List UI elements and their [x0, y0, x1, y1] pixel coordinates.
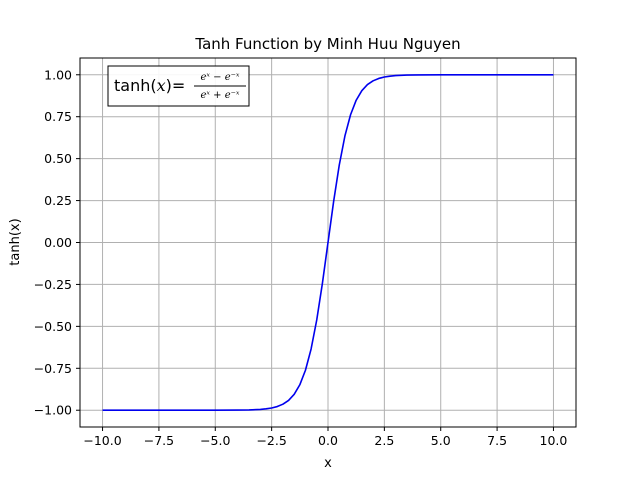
tanh-series-line	[102, 73, 554, 412]
x-tick-label: 2.5	[374, 433, 394, 448]
formula-denominator: eˣ + e⁻ˣ	[201, 90, 240, 101]
y-tick-label: −0.75	[34, 361, 72, 376]
x-tick-label: 5.0	[431, 433, 451, 448]
y-tick-label: −0.25	[34, 277, 72, 292]
y-tick-label: 0.25	[44, 193, 72, 208]
x-tick-label: −10.0	[83, 433, 121, 448]
formula-equals: =	[172, 76, 185, 95]
series-layer	[102, 73, 554, 412]
x-tick-label: −5.0	[200, 433, 230, 448]
y-tick-label: −0.50	[34, 319, 72, 334]
x-axis-label: x	[324, 456, 332, 471]
formula-numerator: eˣ − e⁻ˣ	[201, 72, 240, 83]
x-tick-label: 7.5	[487, 433, 507, 448]
formula-var: x	[157, 76, 166, 95]
formula-lhs: tanh(x)=	[114, 76, 185, 95]
y-tick-label: −1.00	[34, 403, 72, 418]
y-tick-label: 0.75	[44, 109, 72, 124]
ticks: −10.0 −7.5 −5.0 −2.5 0.0 2.5 5.0 7.5 10.0 −1.00 −0…	[34, 67, 568, 448]
y-tick-label: 0.00	[44, 235, 72, 250]
x-tick-label: −7.5	[144, 433, 174, 448]
x-tick-label: −2.5	[256, 433, 286, 448]
formula-legend: tanh(x)= eˣ − e⁻ˣ eˣ + e⁻ˣ	[107, 65, 250, 107]
x-tick-label: 10.0	[540, 433, 568, 448]
y-axis-label: tanh(x)	[8, 218, 23, 265]
y-tick-label: 0.50	[44, 151, 72, 166]
formula-fn: tanh	[114, 76, 150, 95]
x-tick-label: 0.0	[318, 433, 338, 448]
chart-title: Tanh Function by Minh Huu Nguyen	[194, 35, 460, 53]
y-tick-label: 1.00	[44, 67, 72, 82]
